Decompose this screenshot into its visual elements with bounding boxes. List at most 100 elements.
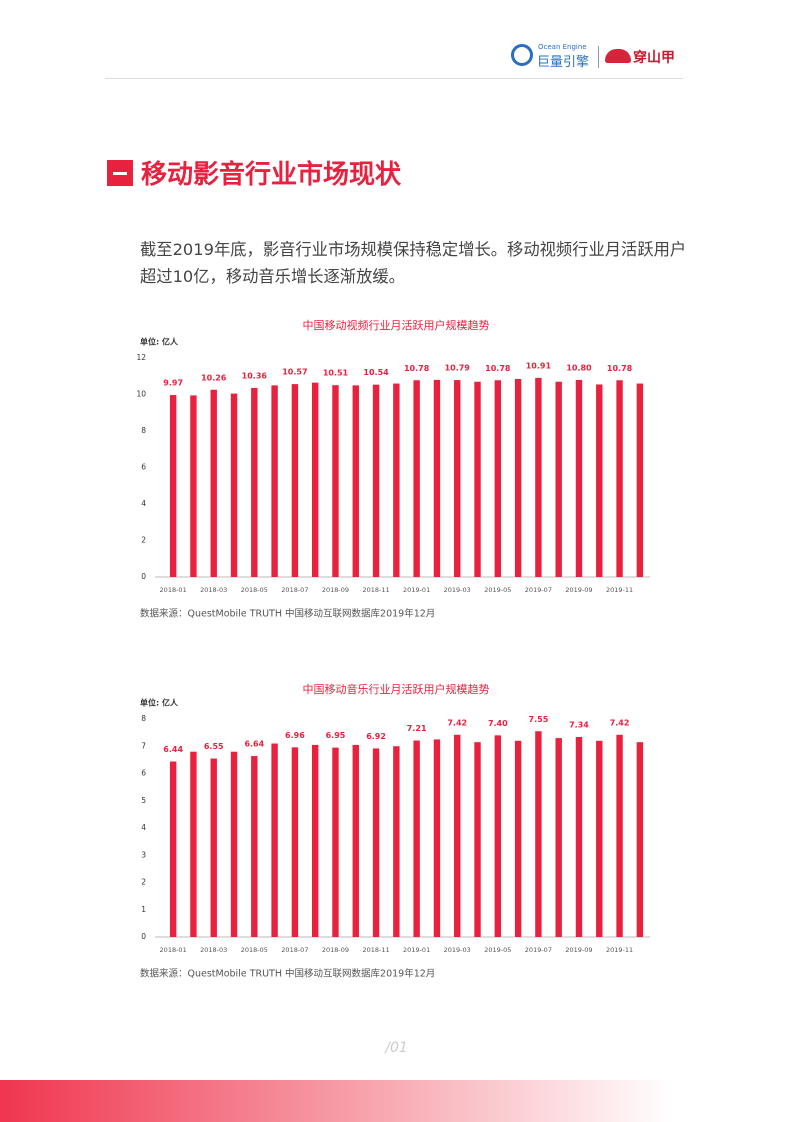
y-tick-label: 2 [141,536,146,545]
bar [291,384,299,577]
value-label: 10.51 [323,369,349,378]
value-label: 6.92 [366,732,386,741]
y-tick-label: 1 [141,905,146,914]
x-tick-label: 2019-07 [525,586,552,594]
y-tick-label: 8 [141,714,146,723]
unit-label: 单位: 亿人 [140,698,179,708]
x-tick-label: 2019-03 [444,946,471,954]
brand-cn: 巨量引擎 [537,55,590,70]
value-label: 10.78 [607,364,633,373]
y-tick-label: 4 [141,499,146,508]
y-tick-label: 8 [141,426,146,435]
y-tick-label: 6 [141,769,146,778]
bar [271,385,278,577]
y-tick-label: 0 [141,572,146,581]
section-marker [107,160,133,186]
bar [393,746,400,937]
bar [636,742,644,937]
value-label: 10.80 [566,363,592,372]
value-label: 6.55 [204,742,224,751]
bar [169,395,177,577]
footer-band [0,1080,793,1122]
partner-name: 穿山甲 [633,50,675,66]
x-tick-label: 2019-03 [444,586,471,594]
unit-label: 单位: 亿人 [140,337,179,347]
brand-divider [598,46,599,68]
bar [230,393,238,577]
bar [514,378,522,577]
bar [210,758,217,937]
bar [210,389,217,577]
bar [372,748,380,937]
value-label: 10.36 [242,371,268,380]
x-tick-label: 2018-05 [241,946,268,954]
bar [616,380,623,577]
bar [311,382,319,577]
y-tick-label: 12 [136,353,146,362]
value-label: 7.34 [569,720,589,729]
brand-en: Ocean Engine [538,43,587,51]
y-tick-label: 0 [141,932,146,941]
bar [169,761,177,937]
value-label: 10.79 [445,364,471,373]
bar [514,740,522,937]
bar [230,751,238,937]
x-tick-label: 2019-05 [484,586,511,594]
y-tick-label: 5 [141,796,146,805]
bar [251,756,258,937]
value-label: 6.96 [285,731,305,740]
x-tick-label: 2018-11 [362,586,389,594]
x-tick-label: 2019-11 [606,946,633,954]
chart-title: 中国移动音乐行业月活跃用户规模趋势 [303,682,490,696]
bar [555,381,562,577]
bar [190,751,197,937]
bar [433,739,441,937]
x-tick-label: 2018-05 [241,586,268,594]
bar [596,384,603,577]
y-tick-label: 7 [141,741,146,750]
bar [190,395,197,577]
bar [596,740,603,937]
y-tick-label: 4 [141,823,146,832]
x-tick-label: 2018-09 [322,586,349,594]
value-label: 7.40 [488,719,508,728]
y-tick-label: 10 [136,390,146,399]
bar [636,383,644,577]
x-tick-label: 2019-01 [403,946,430,954]
y-tick-label: 6 [141,463,146,472]
y-tick-label: 2 [141,878,146,887]
bar [494,735,502,937]
value-label: 7.42 [447,718,467,727]
bar [352,744,359,937]
bar [454,734,461,937]
bar [413,380,420,577]
x-tick-label: 2019-11 [606,586,633,594]
header-rule [105,78,683,79]
value-label: 10.57 [282,368,307,377]
bar [616,734,623,937]
value-label: 10.91 [526,361,552,370]
bar [372,384,380,577]
value-label: 6.44 [163,745,183,754]
x-tick-label: 2018-11 [362,946,389,954]
bar [332,385,339,577]
y-tick-label: 3 [141,850,146,859]
x-tick-label: 2018-07 [281,586,308,594]
x-tick-label: 2019-01 [403,586,430,594]
value-label: 10.78 [404,364,430,373]
partner-icon [605,49,631,63]
bar [535,731,542,937]
value-label: 6.95 [326,731,346,740]
x-tick-label: 2018-03 [200,586,227,594]
section-title: 移动影音行业市场现状 [141,160,402,190]
bar [271,743,278,937]
brand-icon [511,44,533,66]
bar [311,744,319,937]
bar [494,380,502,577]
bar [474,381,481,577]
chart-title: 中国移动视频行业月活跃用户规模趋势 [303,318,490,332]
bar [433,379,441,577]
x-tick-label: 2019-09 [565,586,592,594]
